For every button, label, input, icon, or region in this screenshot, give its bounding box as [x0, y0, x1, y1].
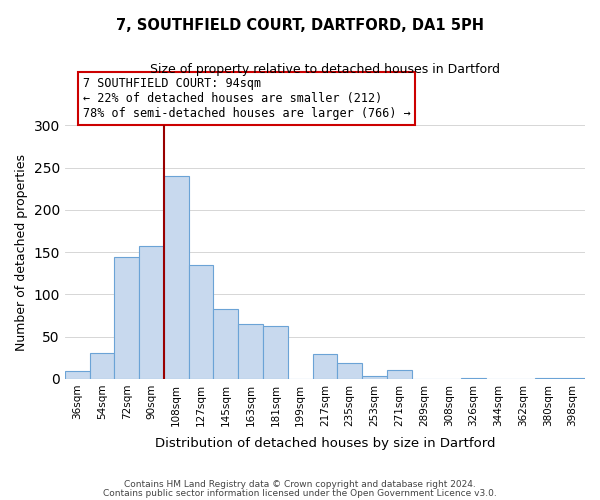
X-axis label: Distribution of detached houses by size in Dartford: Distribution of detached houses by size …	[155, 437, 495, 450]
Bar	[362, 376, 387, 379]
Bar	[461, 378, 486, 379]
Bar	[139, 246, 164, 379]
Bar	[238, 324, 263, 379]
Text: Contains HM Land Registry data © Crown copyright and database right 2024.: Contains HM Land Registry data © Crown c…	[124, 480, 476, 489]
Title: Size of property relative to detached houses in Dartford: Size of property relative to detached ho…	[150, 62, 500, 76]
Bar	[560, 378, 585, 379]
Bar	[188, 265, 214, 379]
Text: Contains public sector information licensed under the Open Government Licence v3: Contains public sector information licen…	[103, 488, 497, 498]
Bar	[337, 363, 362, 379]
Bar	[65, 372, 89, 379]
Text: 7 SOUTHFIELD COURT: 94sqm
← 22% of detached houses are smaller (212)
78% of semi: 7 SOUTHFIELD COURT: 94sqm ← 22% of detac…	[83, 77, 411, 120]
Bar	[164, 176, 188, 379]
Bar	[214, 308, 238, 379]
Bar	[263, 326, 288, 379]
Bar	[313, 354, 337, 379]
Bar	[387, 370, 412, 379]
Bar	[535, 378, 560, 379]
Bar	[89, 352, 115, 379]
Bar	[115, 257, 139, 379]
Y-axis label: Number of detached properties: Number of detached properties	[15, 154, 28, 350]
Text: 7, SOUTHFIELD COURT, DARTFORD, DA1 5PH: 7, SOUTHFIELD COURT, DARTFORD, DA1 5PH	[116, 18, 484, 32]
